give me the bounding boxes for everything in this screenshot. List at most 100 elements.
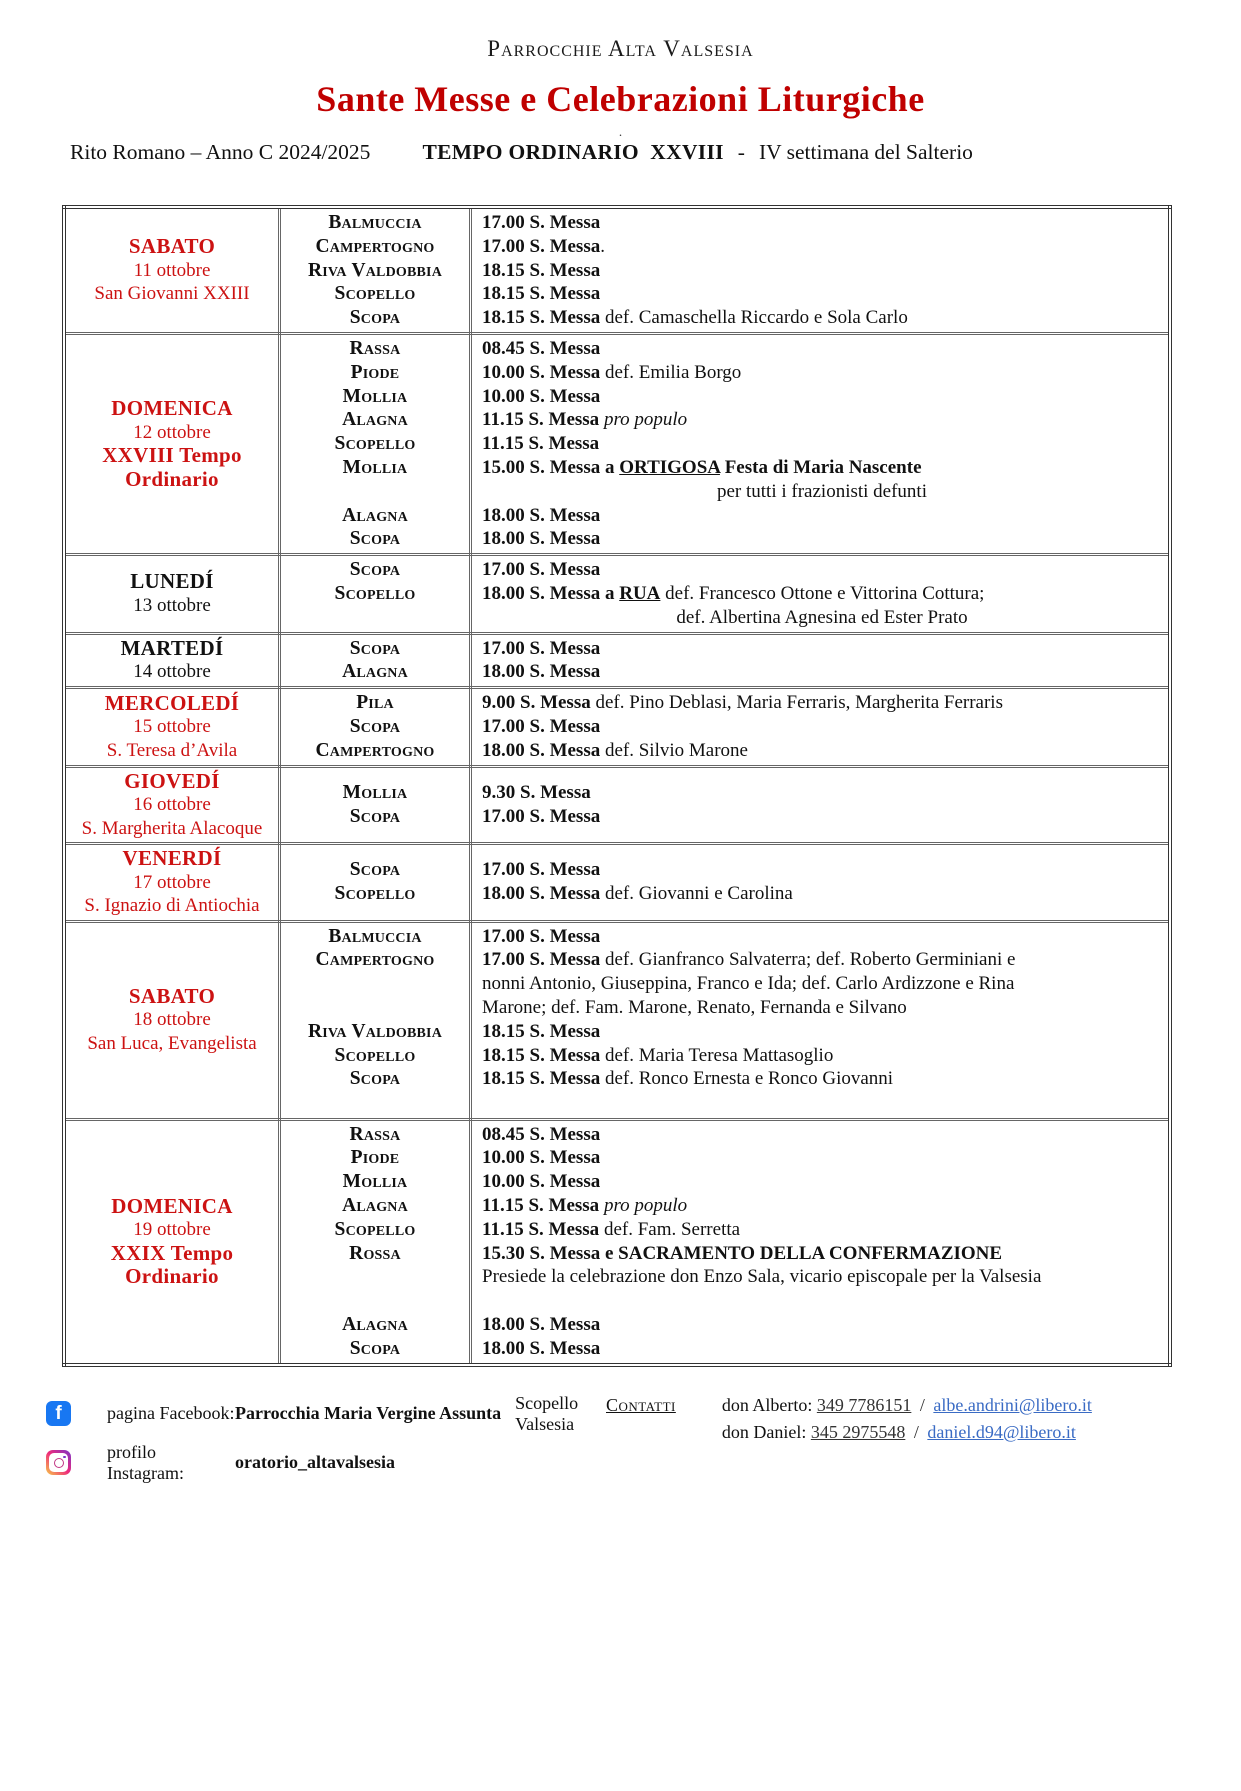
org-title: Parrocchie Alta Valsesia — [487, 36, 754, 61]
mass-entry: 17.00 S. Messa — [482, 859, 601, 881]
day-line: 19 ottobre — [133, 1219, 211, 1241]
mass-entry: 10.00 S. Messa — [482, 1171, 601, 1193]
entries-cell: 17.00 S. Messa 18.00 S. Messa def. Giovan… — [469, 842, 1172, 923]
subtitle-line: Rito Romano – Anno C 2024/2025 TEMPO ORD… — [70, 140, 1171, 165]
day-cell: MARTEDÍ 14 ottobre — [62, 631, 281, 690]
mass-entry: 18.15 S. Messa — [482, 259, 601, 281]
facebook-icon: f — [46, 1401, 71, 1426]
place-name: Mollia — [342, 1171, 408, 1193]
phone-link-daniel[interactable]: 345 2975548 — [810, 1421, 906, 1442]
mass-entry: 15.30 S. Messa e SACRAMENTO DELLA CONFER… — [482, 1242, 1003, 1264]
place-name: Piode — [350, 1147, 400, 1169]
mass-entry: 17.00 S. Messa. — [482, 235, 605, 257]
table-row: SABATO 11 ottobre San Giovanni XXIII Balmuc… — [62, 205, 1172, 335]
place-name: Scopa — [349, 637, 401, 659]
place-name: Riva Valdobbia — [307, 259, 443, 281]
day-cell: LUNEDÍ 13 ottobre — [62, 553, 281, 635]
day-line: DOMENICA — [111, 1193, 233, 1218]
mass-entry: 18.00 S. Messa def. Silvio Marone — [482, 739, 748, 761]
day-line: LUNEDÍ — [130, 569, 214, 594]
facebook-row: f pagina Facebook: Parrocchia Maria Verg… — [46, 1393, 606, 1435]
entries-cell: 08.45 S. Messa 10.00 S. Messa 10.00 S. Mes… — [469, 1117, 1172, 1367]
mass-entry: nonni Antonio, Giuseppina, Franco e Ida;… — [482, 973, 1015, 995]
facebook-label: pagina Facebook: — [107, 1403, 235, 1423]
schedule-table-body: SABATO 11 ottobre San Giovanni XXIII Balmuc… — [62, 205, 1172, 1367]
places-cell: Balmuccia Campertogno Riva Valdobbia Scopel… — [278, 205, 472, 335]
mass-entry: 11.15 S. Messa pro populo — [482, 409, 688, 431]
place-name: Balmuccia — [328, 925, 422, 947]
table-row: MARTEDÍ 14 ottobre Scopa Alagna 17.00 S. Mes… — [62, 631, 1172, 690]
schedule-table: SABATO 11 ottobre San Giovanni XXIII Balmuc… — [62, 205, 1172, 1367]
places-cell: Rassa Piode Mollia Alagna Scopello Mollia Ala… — [278, 331, 472, 557]
day-line: XXIX Tempo — [110, 1240, 234, 1265]
facebook-page-name: Parrocchia Maria Vergine Assunta — [235, 1403, 502, 1423]
email-link-alberto[interactable]: albe.andrini@libero.it — [933, 1394, 1092, 1415]
mass-entry: 18.00 S. Messa — [482, 504, 601, 526]
place-name: Scopello — [334, 582, 416, 604]
place-name: Scopello — [334, 433, 416, 455]
mass-entry: 18.00 S. Messa — [482, 528, 601, 550]
place-name: Campertogno — [315, 949, 435, 971]
contact-name: don Daniel: — [721, 1421, 807, 1442]
mass-entry: 11.15 S. Messa — [482, 433, 600, 455]
place-name: Alagna — [342, 1194, 408, 1216]
mass-entry: 18.00 S. Messa — [482, 1337, 601, 1359]
entries-cell: 9.30 S. Messa 17.00 S. Messa — [469, 764, 1172, 846]
day-line: 15 ottobre — [133, 716, 211, 738]
day-line: MARTEDÍ — [120, 635, 224, 660]
place-name: Mollia — [342, 385, 408, 407]
mass-entry: 17.00 S. Messa — [482, 637, 601, 659]
places-cell: Scopa Scopello — [278, 842, 472, 923]
place-name: Scopa — [349, 1337, 401, 1359]
instagram-label: profilo Instagram: — [107, 1441, 184, 1483]
day-line: 13 ottobre — [133, 594, 211, 616]
place-name: Campertogno — [315, 739, 435, 761]
day-line: Ordinario — [125, 1264, 219, 1289]
mass-entry: 18.00 S. Messa def. Giovanni e Carolina — [482, 883, 793, 905]
contact-name: don Alberto: — [721, 1394, 813, 1415]
mass-entry: 11.15 S. Messa def. Fam. Serretta — [482, 1218, 741, 1240]
table-row: GIOVEDÍ 16 ottobre S. Margherita Alacoque M… — [62, 764, 1172, 846]
day-line: 12 ottobre — [133, 421, 211, 443]
instagram-row: profilo Instagram: oratorio_altavalsesia — [46, 1442, 606, 1484]
mass-entry: 18.15 S. Messa — [482, 283, 601, 305]
day-cell: DOMENICA 12 ottobre XXVIII Tempo Ordinario — [62, 331, 281, 557]
place-name: Campertogno — [315, 235, 435, 257]
contact-separator: / — [913, 1421, 919, 1442]
contact-line-alberto: don Alberto: 349 7786151 / albe.andrini@… — [722, 1395, 1092, 1416]
season-week: IV settimana del Salterio — [758, 140, 973, 164]
table-row: MERCOLEDÍ 15 ottobre S. Teresa d’Avila Pila… — [62, 686, 1172, 768]
rite-text: Rito Romano – Anno C 2024/2025 — [70, 140, 371, 164]
day-line: SABATO — [128, 983, 216, 1008]
social-block: f pagina Facebook: Parrocchia Maria Verg… — [46, 1393, 606, 1491]
mass-entry: 17.00 S. Messa def. Gianfranco Salvaterr… — [482, 949, 1016, 971]
place-name: Scopa — [349, 1068, 401, 1090]
day-line: SABATO — [128, 234, 216, 259]
places-cell: Pila Scopa Campertogno — [278, 686, 472, 768]
day-cell: SABATO 18 ottobre San Luca, Evangelista — [62, 919, 281, 1121]
footer: f pagina Facebook: Parrocchia Maria Verg… — [46, 1393, 1181, 1491]
day-line: 14 ottobre — [133, 661, 211, 683]
email-link-daniel[interactable]: daniel.d94@libero.it — [927, 1421, 1076, 1442]
mass-entry: 11.15 S. Messa pro populo — [482, 1194, 688, 1216]
day-line: XXVIII Tempo — [102, 443, 242, 468]
places-cell: Balmuccia Campertogno Riva Valdobbia Scope… — [278, 919, 472, 1121]
phone-link-alberto[interactable]: 349 7786151 — [816, 1394, 912, 1415]
mass-entry: 17.00 S. Messa — [482, 805, 601, 827]
place-name — [281, 972, 469, 996]
entries-cell: 9.00 S. Messa def. Pino Deblasi, Maria F… — [469, 686, 1172, 768]
day-line: 18 ottobre — [133, 1009, 211, 1031]
place-name: Scopa — [349, 528, 401, 550]
mass-entry: 15.00 S. Messa a ORTIGOSA Festa di Maria… — [482, 456, 922, 478]
stray-dot: . — [618, 124, 623, 139]
mass-entry: 10.00 S. Messa — [482, 1147, 601, 1169]
instagram-icon-inner — [49, 1453, 68, 1472]
place-name: Scopello — [334, 283, 416, 305]
mass-entry: def. Albertina Agnesina ed Ester Prato — [676, 606, 968, 628]
mass-entry: 18.15 S. Messa def. Camaschella Riccardo… — [482, 307, 908, 329]
day-line: 17 ottobre — [133, 871, 211, 893]
place-name: Mollia — [342, 456, 408, 478]
day-line: 11 ottobre — [133, 259, 211, 281]
place-name: Scopa — [349, 859, 401, 881]
mass-entry: 18.00 S. Messa — [482, 661, 601, 683]
